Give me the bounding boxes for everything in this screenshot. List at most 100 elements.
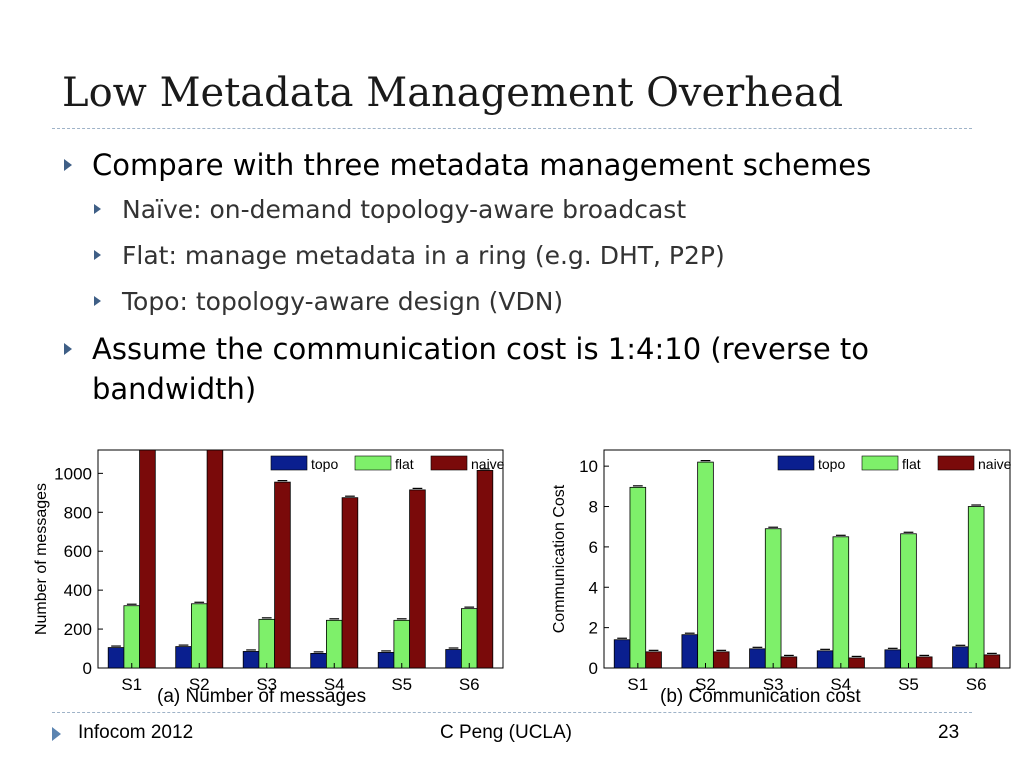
y-tick-label: 10 [579, 457, 598, 476]
legend-label-topo: topo [818, 456, 845, 472]
bullet-arrow-icon [94, 204, 101, 214]
legend-swatch-topo [270, 455, 308, 471]
legend-label-naive: naive [471, 456, 505, 472]
bullet-arrow-icon [94, 296, 101, 306]
y-axis-label: Number of messages [33, 483, 50, 635]
x-tick-label: S5 [391, 675, 412, 691]
plot-area [603, 449, 1011, 669]
x-tick-label: S4 [830, 675, 851, 691]
bar-topo [681, 634, 699, 669]
chart-cost-svg: 0 2 4 6 8 10 Communication Cost S1 S2 S3 S4 S5 S6 top… [551, 449, 1012, 691]
y-tick-label: 8 [589, 498, 598, 517]
bullet-cost: Assume the communication cost is 1:4:10 … [62, 329, 962, 409]
bar-flat [258, 618, 275, 669]
bar-naive [645, 651, 662, 669]
y-tick-label: 400 [64, 581, 92, 600]
sub-bullet-flat: Flat: manage metadata in a ring (e.g. DH… [62, 233, 962, 279]
bar-topo [816, 650, 834, 669]
legend-swatch-flat [354, 455, 392, 471]
x-tick-label: S6 [459, 675, 480, 691]
bar-flat [393, 619, 410, 669]
y-tick-label: 200 [64, 620, 92, 639]
slide-title: Low Metadata Management Overhead [62, 70, 844, 116]
sub-bullet-naive: Naïve: on-demand topology-aware broadcas… [62, 187, 962, 233]
y-tick-label: 600 [64, 542, 92, 561]
bar-flat [832, 536, 850, 669]
bar-topo [749, 648, 766, 669]
x-tick-label: S6 [966, 675, 987, 691]
chart-cost: 0 2 4 6 8 10 Communication Cost S1 S2 S3 S4 S5 S6 top… [548, 436, 1020, 691]
bar-topo [242, 651, 260, 669]
x-tick-label: S3 [763, 675, 784, 691]
y-tick-label: 0 [83, 659, 92, 678]
bar-naive [476, 470, 494, 669]
bar-flat [123, 605, 140, 669]
legend-label-flat: flat [902, 456, 921, 472]
bar-naive [848, 657, 865, 669]
x-tick-label: S5 [898, 675, 919, 691]
bar-topo [175, 646, 192, 669]
bullet-arrow-icon [64, 343, 72, 355]
bar-naive [409, 489, 426, 669]
footer-divider [52, 712, 972, 713]
x-tick-label: S1 [627, 675, 648, 691]
legend-label-flat: flat [395, 456, 414, 472]
x-tick-label: S1 [121, 675, 142, 691]
legend-swatch-topo [777, 455, 815, 471]
chart-messages: 0 200 400 600 800 1000 Number of messages S1 S2 S… [18, 436, 512, 691]
bar-topo [613, 639, 631, 669]
bar-naive [780, 656, 798, 669]
bar-flat [900, 533, 917, 669]
legend-swatch-naive [937, 455, 975, 471]
sub-bullet-text: Flat: manage metadata in a ring (e.g. DH… [122, 241, 725, 270]
bar-flat [326, 619, 343, 669]
y-tick-label: 800 [64, 503, 92, 522]
sub-bullet-topo: Topo: topology-aware design (VDN) [62, 279, 962, 325]
x-tick-label: S4 [324, 675, 345, 691]
y-tick-label: 4 [589, 578, 598, 597]
bar-topo [377, 652, 395, 669]
bar-naive [274, 481, 291, 669]
caption-cost: (b) Communication cost [660, 686, 861, 707]
bar-flat [764, 528, 782, 669]
bullet-compare: Compare with three metadata management s… [62, 145, 962, 185]
bar-naive [915, 656, 933, 669]
bar-flat [967, 506, 985, 669]
bullet-arrow-icon [94, 250, 101, 260]
title-divider [52, 128, 972, 129]
bullet-arrow-icon [64, 159, 72, 171]
y-tick-label: 6 [589, 538, 598, 557]
footer-event: Infocom 2012 [78, 722, 194, 743]
legend-label-naive: naive [978, 456, 1012, 472]
bar-naive [341, 497, 359, 669]
bar-naive [983, 654, 1001, 669]
bullet-list: Compare with three metadata management s… [62, 145, 962, 411]
bar-naive [712, 651, 730, 669]
bullet-text: Compare with three metadata management s… [92, 148, 872, 182]
sub-bullet-text: Naïve: on-demand topology-aware broadcas… [122, 195, 687, 224]
plot-area [97, 449, 504, 669]
bar-flat [191, 603, 208, 669]
bar-flat [697, 461, 714, 669]
bar-topo [445, 649, 462, 669]
x-tick-label: S2 [189, 675, 210, 691]
bar-topo [107, 647, 125, 669]
x-tick-label: S3 [256, 675, 277, 691]
footer-arrow-icon [52, 727, 61, 741]
y-tick-label: 0 [589, 659, 598, 678]
bar-naive [139, 449, 156, 669]
bar-flat [629, 486, 647, 669]
bar-topo [310, 653, 327, 669]
x-tick-label: S2 [695, 675, 716, 691]
bar-flat [461, 608, 478, 669]
y-tick-label: 2 [589, 619, 598, 638]
y-tick-label: 1000 [54, 464, 92, 483]
sub-bullet-text: Topo: topology-aware design (VDN) [122, 287, 564, 316]
legend-swatch-naive [430, 455, 468, 471]
footer-author: C Peng (UCLA) [440, 722, 572, 743]
bar-topo [884, 649, 902, 669]
page-number: 23 [938, 722, 960, 743]
legend-swatch-flat [861, 455, 899, 471]
caption-messages: (a) Number of messages [157, 686, 367, 707]
